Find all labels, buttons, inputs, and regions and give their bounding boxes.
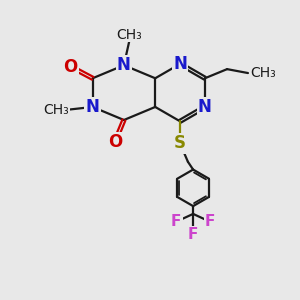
Text: N: N xyxy=(117,56,131,74)
Text: O: O xyxy=(108,133,122,151)
Text: CH₃: CH₃ xyxy=(116,28,142,42)
Text: CH₃: CH₃ xyxy=(44,103,69,117)
Text: N: N xyxy=(173,55,187,73)
Text: N: N xyxy=(198,98,212,116)
Text: F: F xyxy=(205,214,215,229)
Text: F: F xyxy=(171,214,181,229)
Text: CH₃: CH₃ xyxy=(250,66,276,80)
Text: F: F xyxy=(188,227,198,242)
Text: S: S xyxy=(174,134,186,152)
Text: N: N xyxy=(86,98,100,116)
Text: O: O xyxy=(63,58,78,76)
